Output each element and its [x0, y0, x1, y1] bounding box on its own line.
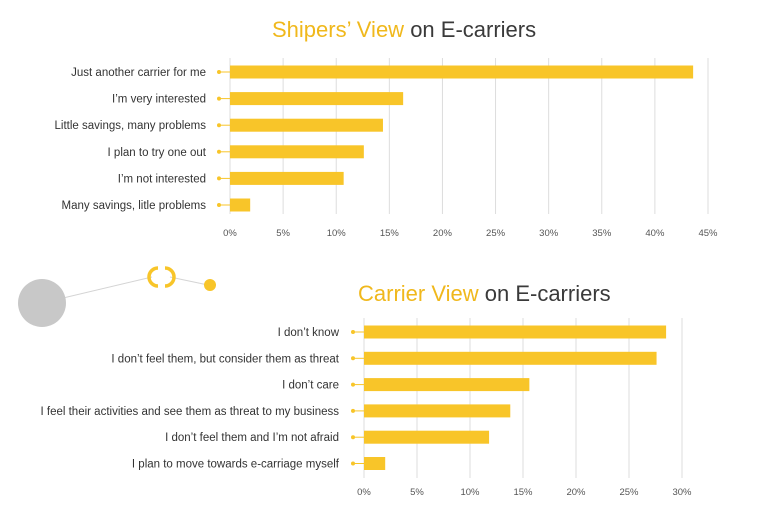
tick-label: 45%: [698, 228, 718, 239]
category-label: I feel their activities and see them as …: [40, 406, 339, 418]
bar: [364, 430, 490, 444]
category-label: I don’t feel them and I’m not afraid: [165, 432, 339, 444]
tick-label: 15%: [513, 487, 533, 498]
tick-label: 25%: [486, 228, 506, 239]
gray-circle-icon: [18, 279, 66, 327]
chart-carrier-view: 0% 5% 10% 15% 20% 25% 30% I don’t know I don’t f…: [40, 318, 692, 498]
category-label: I don’t feel them, but consider them as …: [111, 353, 339, 365]
leader-dot: [217, 123, 221, 128]
leader-dot: [217, 70, 221, 74]
tick-label: 15%: [380, 228, 400, 239]
tick-label: 0%: [357, 487, 371, 498]
category-label: Many savings, litle problems: [62, 200, 207, 212]
bar: [230, 118, 383, 132]
tick-label: 10%: [460, 487, 480, 498]
leader-dot: [217, 203, 221, 207]
category-label: I don’t care: [282, 380, 339, 392]
bar: [364, 404, 511, 418]
leader-dot: [351, 382, 355, 387]
category-label: I plan to move towards e-carriage myself: [132, 459, 340, 471]
chart-1-title-rest: on E-carriers: [404, 17, 537, 42]
tick-label: 10%: [327, 228, 347, 239]
tick-label: 40%: [645, 228, 665, 239]
bar: [364, 351, 657, 365]
bar: [364, 457, 386, 470]
right-bracket-icon: [164, 266, 176, 288]
tick-label: 30%: [539, 228, 559, 239]
leader-dot: [217, 176, 221, 181]
tick-label: 35%: [592, 228, 612, 239]
tick-label: 0%: [223, 228, 237, 239]
chart-2-title: Carrier View on E-carriers: [358, 281, 611, 307]
leader-dot: [351, 356, 355, 361]
category-label: I’m very interested: [112, 94, 206, 106]
tick-label: 20%: [433, 228, 453, 239]
bar: [230, 171, 344, 185]
tick-label: 25%: [619, 487, 639, 498]
chart-2-title-rest: on E-carriers: [478, 281, 611, 306]
chart-2-title-highlight: Carrier View: [358, 281, 479, 306]
leader-dot: [351, 435, 355, 440]
bar: [230, 145, 364, 159]
category-label: I don’t know: [278, 327, 340, 339]
chart-1-title-highlight: Shipers’ View: [272, 17, 405, 42]
bar: [364, 378, 530, 392]
leader-dot: [217, 149, 221, 154]
leader-dot: [351, 330, 355, 334]
decoration: [18, 266, 216, 327]
tick-label: 5%: [410, 487, 424, 498]
connector-line: [169, 276, 209, 286]
bar: [230, 92, 404, 106]
bar: [230, 198, 251, 212]
category-label: Just another carrier for me: [71, 67, 206, 79]
leader-dot: [217, 96, 221, 101]
tick-label: 20%: [566, 487, 586, 498]
leader-dot: [351, 408, 355, 413]
category-label: I’m not interested: [118, 173, 206, 185]
tick-label: 5%: [276, 228, 290, 239]
chart-1-title: Shipers’ View on E-carriers: [272, 17, 536, 43]
chart-shippers-view: 0% 5% 10% 15% 20% 25% 30% 35% 40% 45% Just another…: [55, 58, 718, 239]
leader-dot: [351, 461, 355, 466]
category-label: Little savings, many problems: [55, 120, 207, 132]
category-label: I plan to try one out: [108, 147, 207, 159]
bar: [364, 325, 667, 339]
tick-label: 30%: [672, 487, 692, 498]
left-bracket-icon: [147, 266, 159, 288]
yellow-dot-icon: [204, 279, 216, 291]
bar: [230, 65, 694, 79]
